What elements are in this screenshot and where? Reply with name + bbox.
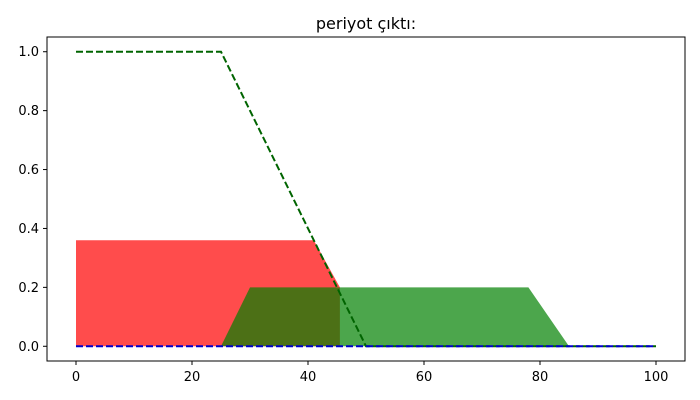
x-axis-ticks: 0 20 40 60 80 100 (72, 361, 669, 385)
x-tick-label: 20 (184, 370, 201, 385)
x-tick-label: 100 (644, 370, 669, 385)
y-tick-label: 0.8 (18, 104, 39, 119)
y-tick-label: 0.0 (18, 340, 39, 355)
series-line-1 (76, 50, 656, 348)
y-tick-label: 0.4 (18, 222, 39, 237)
series-lines (76, 50, 656, 348)
y-axis-ticks: 0.0 0.2 0.4 0.6 0.8 1.0 (18, 45, 47, 355)
x-tick-label: 80 (532, 370, 549, 385)
x-tick-label: 40 (300, 370, 317, 385)
chart-title: periyot çıktı: (316, 14, 416, 33)
y-tick-label: 1.0 (18, 45, 39, 60)
x-tick-label: 60 (416, 370, 433, 385)
plot-frame (46, 36, 686, 362)
filled-area-2 (221, 287, 569, 347)
y-tick-label: 0.2 (18, 281, 39, 296)
filled-areas (76, 240, 569, 347)
y-tick-label: 0.6 (18, 163, 39, 178)
x-tick-label: 0 (72, 370, 80, 385)
